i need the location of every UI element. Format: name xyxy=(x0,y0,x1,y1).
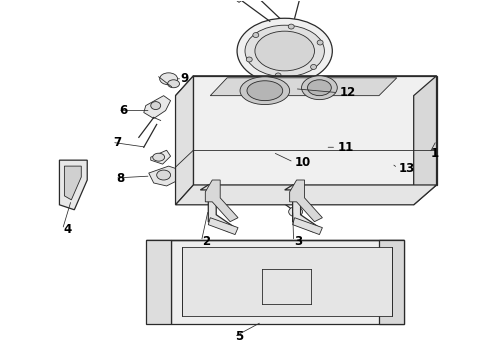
Ellipse shape xyxy=(168,80,179,88)
Text: 9: 9 xyxy=(180,72,189,85)
Ellipse shape xyxy=(311,64,317,69)
Ellipse shape xyxy=(247,81,283,100)
Text: 5: 5 xyxy=(235,330,244,343)
Text: 10: 10 xyxy=(294,156,311,168)
Ellipse shape xyxy=(308,80,331,96)
Polygon shape xyxy=(144,96,171,118)
Text: 11: 11 xyxy=(337,141,353,154)
Text: 2: 2 xyxy=(202,235,211,248)
Polygon shape xyxy=(175,185,437,205)
Ellipse shape xyxy=(245,25,324,77)
Ellipse shape xyxy=(246,57,252,62)
Polygon shape xyxy=(175,76,437,96)
Ellipse shape xyxy=(301,76,337,100)
Text: 13: 13 xyxy=(399,162,415,175)
Ellipse shape xyxy=(267,104,302,127)
Text: 12: 12 xyxy=(339,86,356,99)
Text: 1: 1 xyxy=(431,147,439,160)
Polygon shape xyxy=(171,239,404,324)
Polygon shape xyxy=(379,239,404,324)
Polygon shape xyxy=(205,180,238,222)
Polygon shape xyxy=(290,180,322,222)
Ellipse shape xyxy=(240,77,290,105)
Ellipse shape xyxy=(317,40,323,45)
Polygon shape xyxy=(210,78,397,96)
Polygon shape xyxy=(208,218,238,235)
Ellipse shape xyxy=(315,125,330,135)
Polygon shape xyxy=(285,185,319,231)
Polygon shape xyxy=(194,76,437,185)
Ellipse shape xyxy=(157,170,171,180)
Ellipse shape xyxy=(255,31,315,71)
Polygon shape xyxy=(64,166,81,200)
Text: 7: 7 xyxy=(113,136,121,149)
Polygon shape xyxy=(151,150,171,164)
Text: 6: 6 xyxy=(119,104,127,117)
Ellipse shape xyxy=(253,32,259,37)
Polygon shape xyxy=(235,0,247,3)
Text: 4: 4 xyxy=(63,223,72,236)
Polygon shape xyxy=(175,76,194,205)
Polygon shape xyxy=(359,160,394,176)
Ellipse shape xyxy=(153,153,165,161)
Text: 8: 8 xyxy=(116,171,124,185)
Ellipse shape xyxy=(187,167,195,173)
Polygon shape xyxy=(146,239,171,324)
Bar xyxy=(310,134,325,169)
Ellipse shape xyxy=(151,102,161,109)
Ellipse shape xyxy=(237,18,332,84)
Polygon shape xyxy=(149,166,180,186)
Polygon shape xyxy=(59,160,87,210)
Polygon shape xyxy=(263,84,307,116)
Ellipse shape xyxy=(289,207,302,217)
Ellipse shape xyxy=(310,129,325,139)
Ellipse shape xyxy=(275,73,281,78)
Ellipse shape xyxy=(310,164,325,174)
Polygon shape xyxy=(200,185,235,231)
Ellipse shape xyxy=(160,73,177,85)
Text: 3: 3 xyxy=(294,235,303,248)
Polygon shape xyxy=(293,218,322,235)
Polygon shape xyxy=(256,192,280,200)
Ellipse shape xyxy=(288,24,294,29)
Polygon shape xyxy=(414,76,437,205)
Polygon shape xyxy=(182,247,392,316)
